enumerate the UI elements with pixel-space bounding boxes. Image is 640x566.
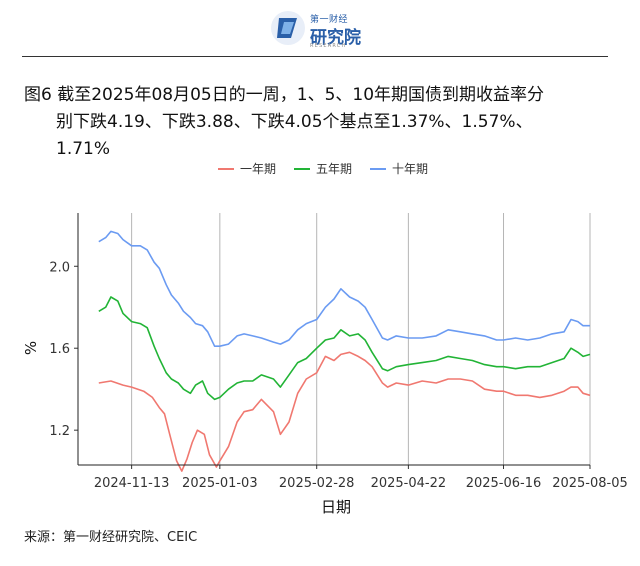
logo-top-text: 第一财经 bbox=[310, 15, 349, 25]
chart-series bbox=[98, 230, 591, 472]
legend-item-five-year: 五年期 bbox=[294, 160, 352, 177]
x-tick-label-2: 2025-02-28 bbox=[279, 476, 355, 491]
y-tick-label-2: 2.0 bbox=[49, 260, 70, 275]
x-tick-label-1: 2025-01-03 bbox=[182, 476, 258, 491]
legend-swatch-ten-year bbox=[370, 167, 387, 170]
header-divider bbox=[22, 56, 608, 57]
series-line-one-year bbox=[98, 351, 591, 472]
title-line-2: 别下跌4.19、下跌3.88、下跌4.05个基点至1.37%、1.57%、 bbox=[56, 112, 533, 132]
legend-swatch-five-year bbox=[294, 167, 311, 170]
y-tick-label-0: 1.2 bbox=[49, 424, 70, 439]
x-tick-label-4: 2025-06-16 bbox=[466, 476, 542, 491]
y-tick-label-1: 1.6 bbox=[49, 342, 70, 357]
chart-grid bbox=[131, 213, 591, 465]
x-tick-label-3: 2025-04-22 bbox=[371, 476, 447, 491]
chart-axes: 2024-11-13 2025-01-03 2025-02-28 2025-04-22… bbox=[49, 213, 628, 491]
legend-label-five-year: 五年期 bbox=[316, 162, 353, 176]
x-axis-label: 日期 bbox=[321, 498, 351, 516]
legend-item-one-year: 一年期 bbox=[218, 160, 276, 177]
legend-label-one-year: 一年期 bbox=[240, 162, 277, 176]
series-line-ten-year bbox=[98, 230, 590, 348]
logo: 第一财经 研究院 RESEARCH bbox=[270, 6, 380, 50]
legend-label-ten-year: 十年期 bbox=[392, 162, 429, 176]
legend-swatch-one-year bbox=[218, 167, 234, 170]
y-axis-label: % bbox=[22, 341, 40, 355]
figure-title: 图6 截至2025年08月05日的一周，1、5、10年期国债到期收益率分 别下跌… bbox=[24, 82, 624, 163]
title-line-1: 图6 截至2025年08月05日的一周，1、5、10年期国债到期收益率分 bbox=[24, 85, 545, 105]
legend-item-ten-year: 十年期 bbox=[370, 160, 428, 177]
title-line-3: 1.71% bbox=[56, 139, 111, 159]
logo-main-text: 研究院 bbox=[310, 28, 361, 48]
logo-sub-text: RESEARCH bbox=[310, 43, 347, 49]
logo-icon bbox=[271, 11, 305, 45]
chart-legend: 一年期 五年期 十年期 bbox=[218, 160, 428, 177]
source-note: 来源：第一财经研究院、CEIC bbox=[24, 530, 198, 545]
series-line-five-year bbox=[98, 296, 591, 401]
x-tick-label-5: 2025-08-05 bbox=[552, 476, 628, 491]
x-tick-label-0: 2024-11-13 bbox=[94, 476, 170, 491]
